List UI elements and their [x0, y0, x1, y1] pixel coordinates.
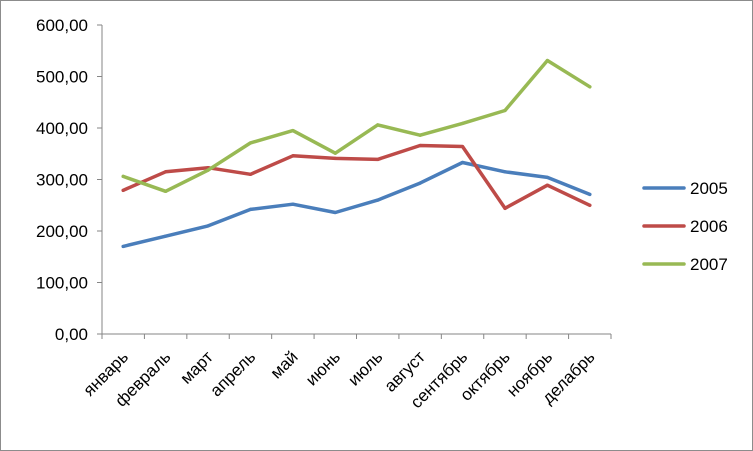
data-point-2006 — [460, 144, 465, 149]
y-tick-label: 200,00 — [36, 222, 88, 241]
data-point-2007 — [418, 133, 422, 137]
data-point-2005 — [460, 160, 465, 165]
data-point-2005 — [164, 234, 168, 238]
data-point-2006 — [588, 203, 592, 207]
y-tick-label: 300,00 — [36, 171, 88, 190]
data-point-2007 — [291, 128, 295, 133]
legend-label-2006: 2006 — [690, 217, 728, 236]
y-tick-label: 500,00 — [36, 68, 88, 87]
data-point-2007 — [164, 189, 168, 193]
x-tick-label: апрель — [206, 347, 259, 400]
data-point-2006 — [545, 183, 549, 187]
data-point-2005 — [291, 202, 295, 206]
data-point-2005 — [333, 210, 337, 215]
data-point-2005 — [376, 198, 380, 202]
y-tick-label: 400,00 — [36, 119, 88, 138]
data-point-2006 — [121, 188, 125, 192]
y-tick-label: 0,00 — [55, 325, 88, 344]
data-point-2005 — [588, 192, 592, 197]
data-point-2007 — [121, 174, 125, 179]
data-point-2006 — [503, 206, 507, 210]
data-point-2006 — [418, 143, 422, 148]
data-point-2006 — [291, 154, 295, 158]
data-point-2006 — [248, 172, 253, 176]
data-point-2005 — [206, 224, 210, 228]
data-point-2005 — [121, 244, 125, 249]
series-line-2007 — [121, 58, 592, 194]
data-point-2007 — [545, 58, 549, 63]
data-point-2005 — [503, 170, 507, 174]
x-tick-label: май — [267, 347, 302, 382]
data-point-2006 — [164, 170, 168, 174]
data-point-2007 — [248, 141, 253, 145]
data-point-2005 — [418, 181, 422, 185]
data-point-2007 — [588, 85, 592, 89]
data-point-2007 — [376, 123, 380, 127]
data-point-2005 — [248, 207, 253, 211]
data-point-2007 — [206, 168, 210, 172]
data-point-2006 — [333, 156, 337, 160]
y-tick-label: 600,00 — [36, 16, 88, 35]
series-line-2005 — [121, 160, 592, 249]
legend-label-2007: 2007 — [690, 255, 728, 274]
x-tick-label: июнь — [302, 347, 344, 389]
y-tick-label: 100,00 — [36, 274, 88, 293]
data-point-2007 — [503, 108, 507, 113]
data-point-2007 — [460, 121, 465, 125]
data-point-2006 — [376, 157, 380, 162]
data-point-2007 — [333, 151, 337, 155]
legend-label-2005: 2005 — [690, 179, 728, 198]
series-line-2006 — [121, 143, 592, 211]
data-point-2005 — [545, 175, 549, 180]
